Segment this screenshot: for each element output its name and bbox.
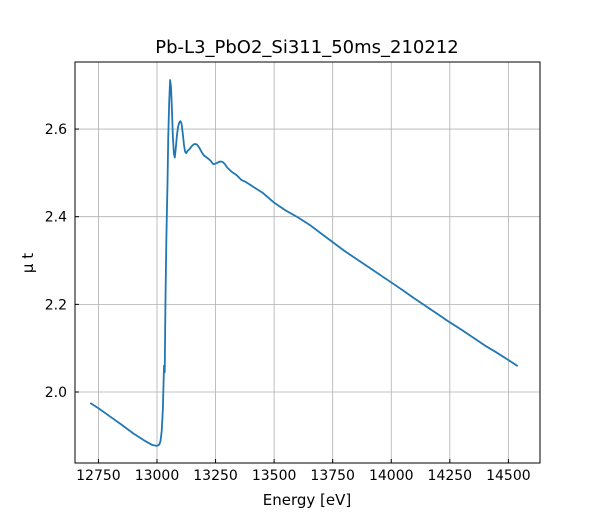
y-tick-label: 2.2 xyxy=(45,297,67,313)
y-tick-label: 2.0 xyxy=(45,385,67,401)
grid-lines xyxy=(75,62,540,463)
y-tick-label: 2.6 xyxy=(45,122,67,138)
plot-frame xyxy=(74,61,541,464)
y-axis: 2.0 2.2 2.4 2.6 xyxy=(45,122,79,401)
x-axis: 12750 13000 13250 13500 13750 14000 14250 14500 xyxy=(76,459,531,484)
x-tick-label: 12750 xyxy=(76,468,121,484)
x-tick-label: 13750 xyxy=(310,468,355,484)
chart-title: Pb-L3_PbO2_Si311_50ms_210212 xyxy=(155,37,458,58)
y-tick-label: 2.4 xyxy=(45,210,67,226)
series-line xyxy=(89,79,519,447)
y-axis-label: μ t xyxy=(19,253,37,273)
x-tick-label: 14000 xyxy=(369,468,414,484)
x-axis-label: Energy [eV] xyxy=(263,491,351,509)
x-tick-label: 13500 xyxy=(252,468,297,484)
plot-area xyxy=(89,79,519,447)
x-tick-label: 13000 xyxy=(135,468,180,484)
x-tick-label: 14250 xyxy=(428,468,473,484)
x-tick-label: 14500 xyxy=(486,468,531,484)
x-tick-label: 13250 xyxy=(193,468,238,484)
